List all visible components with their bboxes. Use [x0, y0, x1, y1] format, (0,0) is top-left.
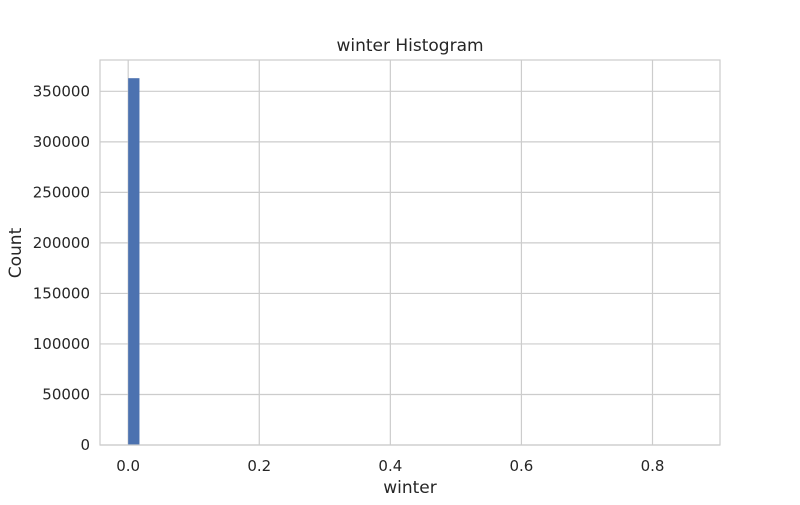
y-tick-label: 350000	[33, 82, 90, 100]
x-tick-label: 0.6	[509, 457, 533, 475]
x-tick-label: 0.0	[116, 457, 140, 475]
chart-title: winter Histogram	[336, 36, 483, 56]
y-tick-label: 250000	[33, 183, 90, 201]
plot-frame	[99, 59, 721, 446]
y-axis-label: Count	[6, 227, 26, 278]
bars-layer	[128, 78, 140, 446]
x-axis-label: winter	[383, 478, 437, 498]
x-tick-label: 0.4	[378, 457, 402, 475]
y-tick-labels: 0 50000 100000 150000 200000 250000 300000 3500…	[33, 82, 90, 454]
y-tick-label: 200000	[33, 234, 90, 252]
x-tick-labels: 0.0 0.2 0.4 0.6 0.8	[116, 457, 664, 475]
y-tick-label: 0	[80, 436, 90, 454]
x-tick-label: 0.8	[641, 457, 665, 475]
y-tick-label: 100000	[33, 335, 90, 353]
x-tick-label: 0.2	[247, 457, 271, 475]
y-tick-label: 50000	[42, 385, 90, 403]
plot-background	[100, 60, 720, 445]
histogram-bar	[128, 78, 140, 446]
y-tick-label: 150000	[33, 284, 90, 302]
y-tick-label: 300000	[33, 133, 90, 151]
